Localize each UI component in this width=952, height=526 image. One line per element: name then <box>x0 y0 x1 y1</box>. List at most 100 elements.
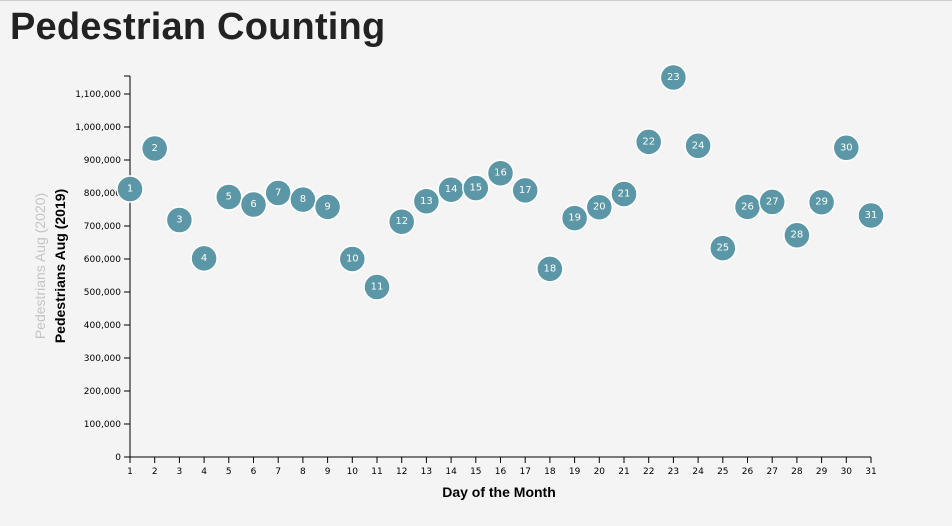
y-tick-label: 900,000 <box>84 156 121 166</box>
data-point-marker <box>140 134 169 163</box>
y-tick-label: 400,000 <box>84 321 121 331</box>
data-point: 5 <box>215 183 243 211</box>
x-tick-label: 29 <box>816 467 828 477</box>
x-ticks: 1 2 3 4 5 6 7 8 9 10 11 12 13 14 15 16 17 18 19 20 21 22 23 24 2… <box>127 457 877 477</box>
data-point-label: 7 <box>275 188 281 199</box>
data-point: 30 <box>832 134 861 162</box>
data-point-label: 6 <box>250 199 256 210</box>
data-point-marker <box>387 207 416 236</box>
data-point-marker <box>536 255 564 283</box>
data-point: 28 <box>783 221 811 249</box>
data-point-marker <box>289 185 317 214</box>
data-point-marker <box>165 206 194 234</box>
y-tick-label: 800,000 <box>84 189 121 199</box>
data-point-marker <box>486 159 515 187</box>
data-point-marker <box>659 63 688 92</box>
y-tick-label: 200,000 <box>84 387 121 397</box>
data-point: 1 <box>116 175 144 203</box>
data-point: 9 <box>313 193 342 221</box>
data-point-marker <box>511 176 539 205</box>
x-tick-label: 5 <box>226 467 232 477</box>
data-point-label: 8 <box>300 194 306 205</box>
data-point: 7 <box>264 179 292 207</box>
data-point-marker <box>363 273 391 301</box>
data-point: 26 <box>733 193 762 221</box>
x-tick-label: 17 <box>519 467 530 477</box>
x-tick-label: 3 <box>177 467 183 477</box>
data-point-label: 15 <box>469 183 482 194</box>
data-point: 2 <box>140 134 169 163</box>
data-point-label: 4 <box>201 253 207 264</box>
data-point-label: 21 <box>618 188 631 199</box>
x-tick-label: 25 <box>717 467 728 477</box>
x-axis-title: Day of the Month <box>442 484 556 500</box>
x-tick-label: 15 <box>470 467 481 477</box>
data-point-label: 16 <box>494 168 507 179</box>
data-point: 22 <box>634 128 663 156</box>
data-point: 14 <box>437 175 465 204</box>
x-axis: 1 2 3 4 5 6 7 8 9 10 11 12 13 14 15 16 17 18 19 20 21 22 23 24 2… <box>127 456 877 477</box>
x-tick-label: 23 <box>668 467 679 477</box>
x-tick-label: 8 <box>300 467 306 477</box>
data-point-marker <box>462 174 490 202</box>
data-point: 10 <box>338 245 367 273</box>
x-tick-label: 26 <box>742 467 754 477</box>
data-point: 29 <box>807 188 836 216</box>
x-tick-label: 4 <box>201 467 207 477</box>
data-point-label: 10 <box>346 254 359 265</box>
data-point: 19 <box>560 204 589 232</box>
data-point-marker <box>832 134 861 162</box>
y-axis-title: Pedestrians Aug (2019) <box>52 189 68 343</box>
data-point-marker <box>313 193 342 221</box>
x-tick-label: 31 <box>865 467 876 477</box>
page-title: Pedestrian Counting <box>10 6 386 48</box>
data-point-label: 1 <box>127 184 133 195</box>
data-point: 11 <box>363 273 391 301</box>
data-point-label: 30 <box>840 142 853 153</box>
x-tick-label: 16 <box>495 467 507 477</box>
data-point: 15 <box>462 174 490 202</box>
data-point-marker <box>239 190 268 219</box>
data-point: 31 <box>857 201 885 230</box>
x-tick-label: 11 <box>371 467 382 477</box>
x-tick-label: 30 <box>841 467 853 477</box>
data-point-marker <box>116 175 144 203</box>
data-point-label: 27 <box>766 196 779 207</box>
x-tick-label: 9 <box>325 467 331 477</box>
y-tick-label: 0 <box>115 453 121 463</box>
data-point: 20 <box>585 193 614 221</box>
data-point-label: 2 <box>152 143 158 154</box>
data-point: 21 <box>610 180 638 208</box>
y-tick-label: 1,000,000 <box>75 123 121 133</box>
data-point-marker <box>758 188 786 216</box>
x-tick-label: 14 <box>445 467 457 477</box>
data-point-marker <box>338 245 367 273</box>
y-tick-label: 700,000 <box>84 222 121 232</box>
data-point: 12 <box>387 207 416 236</box>
x-tick-label: 6 <box>251 467 257 477</box>
data-point-label: 11 <box>371 282 384 293</box>
data-point: 17 <box>511 176 539 205</box>
data-point: 25 <box>709 234 737 262</box>
data-point-label: 22 <box>642 136 655 147</box>
x-tick-label: 19 <box>569 467 581 477</box>
data-point: 4 <box>190 244 218 273</box>
y-tick-label: 1,100,000 <box>75 90 121 100</box>
y-axis: 0 100,000 200,000 300,000 400,000 500,000 600,… <box>75 75 131 463</box>
y-tick-label: 300,000 <box>84 354 121 364</box>
data-point-marker <box>634 128 663 156</box>
y-tick-label: 600,000 <box>84 255 121 265</box>
x-tick-label: 1 <box>127 467 133 477</box>
data-point: 16 <box>486 159 515 187</box>
data-point-label: 20 <box>593 202 606 213</box>
x-tick-label: 18 <box>544 467 556 477</box>
data-point-label: 28 <box>791 230 804 241</box>
data-point: 18 <box>536 255 564 283</box>
data-point-marker <box>610 180 638 208</box>
data-point: 6 <box>239 190 268 219</box>
data-point-marker <box>215 183 243 211</box>
data-point-marker <box>560 204 589 232</box>
y-axis-title-alt: Pedestrians Aug (2020) <box>32 193 48 339</box>
x-tick-label: 27 <box>766 467 777 477</box>
data-point: 8 <box>289 185 317 214</box>
